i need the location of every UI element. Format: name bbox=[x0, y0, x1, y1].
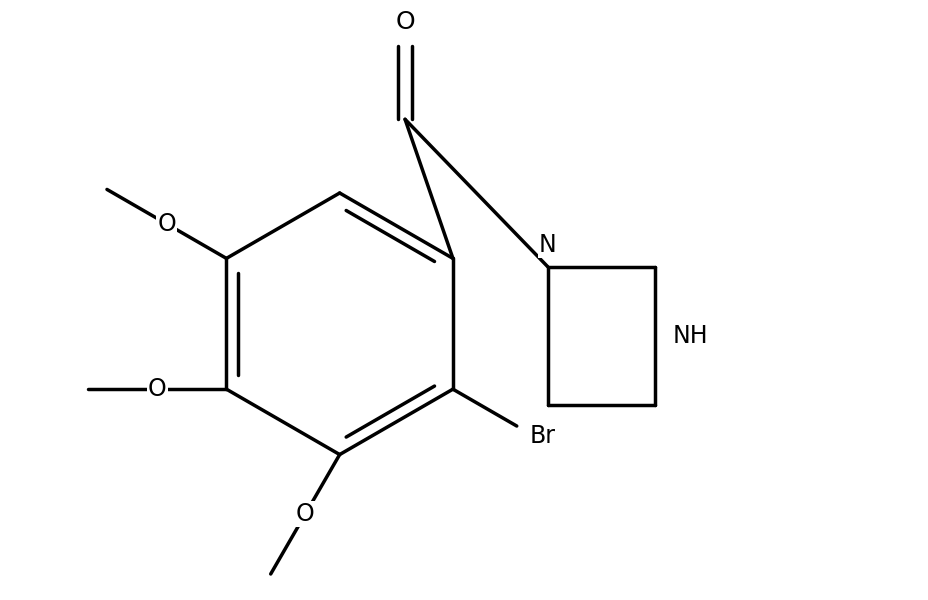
Text: O: O bbox=[394, 10, 415, 34]
Text: Br: Br bbox=[529, 424, 555, 448]
Text: O: O bbox=[295, 502, 315, 526]
Text: NH: NH bbox=[672, 323, 707, 347]
Text: N: N bbox=[538, 233, 556, 257]
Text: O: O bbox=[157, 212, 176, 236]
Text: O: O bbox=[148, 377, 167, 401]
